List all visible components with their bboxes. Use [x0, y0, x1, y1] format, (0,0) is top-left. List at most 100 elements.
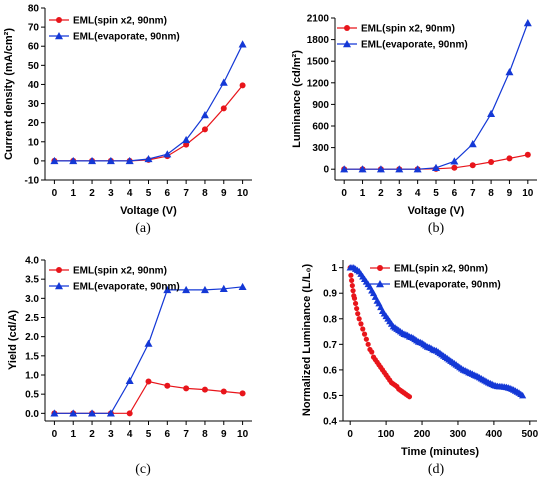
- series-line: [54, 44, 244, 162]
- y-axis-title: Normalized Luminance (L/L₀): [301, 264, 313, 417]
- legend-marker: [56, 267, 62, 273]
- data-point: [69, 156, 78, 165]
- panel-c-yield: 0 1 2 3 4 5 6 7 8 9 10 0.0 0.5 1.0 1.5 2.0 2.5 3.0 3.5 4.0 Y…: [7, 256, 252, 477]
- x-tick-label: 5: [433, 188, 439, 199]
- y-tick-label: 2.5: [25, 313, 39, 324]
- data-point: [106, 409, 115, 417]
- legend-marker: [55, 282, 63, 290]
- data-point: [200, 285, 209, 294]
- y-tick-label: 0.4: [323, 417, 337, 428]
- x-tick-label: 9: [221, 429, 227, 440]
- x-tick-label: 6: [165, 429, 171, 440]
- y-tick-label: 0.7: [323, 340, 337, 351]
- data-point: [356, 316, 362, 322]
- x-tick-label: 0: [347, 429, 353, 440]
- x-tick-label: 6: [165, 188, 171, 199]
- data-point: [220, 105, 227, 112]
- y-tick-label: 20: [28, 118, 40, 129]
- y-tick-label: 4.0: [25, 256, 39, 267]
- data-point: [88, 409, 97, 417]
- y-tick-label: 1800: [307, 35, 330, 46]
- x-axis-title: Time (minutes): [401, 446, 479, 458]
- y-axis-title: Current density (mA/cm²): [3, 28, 15, 160]
- data-point: [349, 282, 355, 289]
- data-point: [200, 111, 209, 119]
- x-tick-label: 6: [452, 188, 458, 199]
- data-point: [468, 140, 477, 148]
- y-tick-label: 900: [312, 100, 329, 111]
- data-point: [220, 388, 227, 395]
- y-tick-label: 80: [28, 4, 40, 15]
- data-point: [239, 82, 246, 89]
- y-tick-label: 70: [28, 23, 40, 34]
- y-tick-label: 1.5: [25, 351, 39, 362]
- y-tick-label: 0.8: [323, 314, 337, 325]
- x-tick-label: 200: [414, 429, 431, 440]
- data-point: [351, 295, 358, 301]
- panel-label: (d): [428, 462, 445, 477]
- x-tick-label: 8: [202, 429, 208, 440]
- data-point: [352, 300, 359, 307]
- x-tick-label: 4: [415, 188, 421, 199]
- data-point: [219, 78, 228, 86]
- x-axis-title: Voltage (V): [120, 205, 177, 217]
- y-tick-label: 0.5: [323, 391, 337, 402]
- y-tick-label: 0: [323, 165, 329, 176]
- x-tick-label: 3: [108, 429, 114, 440]
- data-point: [340, 165, 349, 173]
- data-point: [144, 154, 153, 163]
- data-point: [450, 157, 459, 165]
- data-point: [106, 156, 115, 165]
- y-tick-label: 2.0: [25, 332, 39, 343]
- legend-label: EML(evaporate, 90nm): [394, 280, 501, 291]
- x-tick-label: 100: [378, 429, 395, 440]
- data-point: [361, 331, 368, 337]
- y-tick-label: 3.5: [25, 275, 39, 286]
- data-point: [505, 68, 514, 76]
- y-tick-label: 0.0: [25, 409, 39, 420]
- data-point: [125, 376, 134, 384]
- x-tick-label: 2: [89, 188, 95, 199]
- x-tick-label: 1: [70, 188, 76, 199]
- legend-label: EML(spin x2, 90nm): [394, 264, 488, 275]
- panel-label: (c): [135, 462, 151, 477]
- y-tick-label: 600: [312, 122, 329, 133]
- x-tick-label: 2: [89, 429, 95, 440]
- data-point: [432, 163, 440, 171]
- data-point: [348, 272, 354, 278]
- data-point: [201, 126, 208, 133]
- data-point: [360, 326, 366, 332]
- data-point: [238, 40, 247, 48]
- x-tick-label: 2: [378, 188, 384, 199]
- x-tick-label: 9: [221, 188, 227, 199]
- y-tick-label: 1200: [307, 78, 330, 89]
- data-point: [201, 386, 208, 393]
- x-axis-title: Voltage (V): [408, 205, 465, 217]
- panel-a-current-density: 0 1 2 3 4 5 6 7 8 9 10 -10 0 10 20 30 40 50 60 70 80 Voltage …: [3, 4, 252, 236]
- legend-marker: [55, 32, 63, 40]
- data-point: [487, 109, 496, 117]
- legend-marker: [377, 265, 383, 271]
- x-tick-label: 10: [237, 429, 249, 440]
- x-tick-label: 7: [470, 188, 476, 199]
- y-tick-label: 1500: [307, 57, 330, 68]
- x-tick-label: 7: [183, 429, 189, 440]
- x-tick-label: 10: [237, 188, 249, 199]
- y-tick-label: 1: [331, 263, 337, 274]
- data-point: [406, 394, 413, 400]
- y-tick-label: -10: [25, 176, 40, 187]
- data-point: [145, 378, 152, 385]
- series-line: [54, 286, 243, 414]
- x-tick-label: 0: [52, 188, 58, 199]
- data-point: [144, 339, 153, 347]
- data-point: [125, 156, 134, 165]
- x-tick-label: 3: [108, 188, 114, 199]
- legend-label: EML(spin x2, 90nm): [73, 16, 167, 27]
- data-point: [350, 288, 356, 294]
- x-tick-label: 4: [127, 429, 133, 440]
- data-point: [164, 382, 171, 389]
- panel-label: (a): [135, 221, 151, 236]
- data-point: [126, 410, 133, 417]
- y-tick-label: 0: [33, 156, 39, 167]
